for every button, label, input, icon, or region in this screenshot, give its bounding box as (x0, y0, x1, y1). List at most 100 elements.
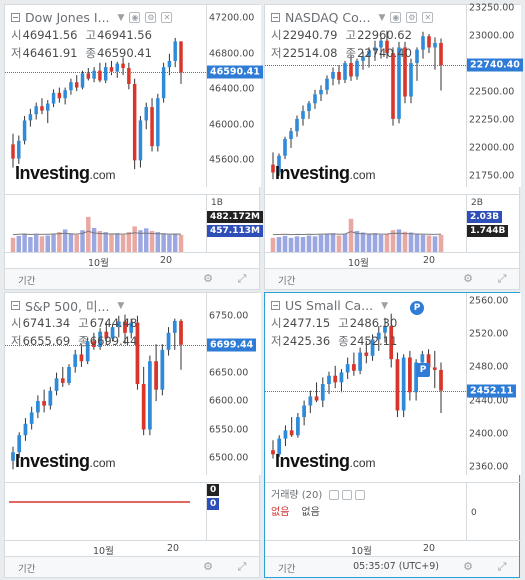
candle-up[interactable] (358, 352, 362, 371)
candle-up[interactable] (23, 423, 28, 436)
candle-up[interactable] (376, 332, 381, 340)
candle-up[interactable] (379, 40, 383, 48)
candle-up[interactable] (46, 103, 50, 111)
price-plot[interactable]: US Small Ca... ▼ 시2477.15 고2486.30 저2425.… (265, 293, 466, 475)
candle-up[interactable] (129, 322, 134, 333)
candle-up[interactable] (161, 67, 166, 99)
candle-up[interactable] (17, 435, 22, 453)
volume-axis[interactable]: 2B 2.03B 1.744B (466, 195, 521, 253)
symbol-name[interactable]: US Small Ca... (285, 298, 374, 313)
candle-up[interactable] (296, 417, 300, 436)
candle-down[interactable] (109, 67, 114, 72)
settings-icon[interactable]: ⚙ (145, 12, 157, 23)
chevron-down-icon[interactable]: ▼ (117, 12, 125, 23)
candle-up[interactable] (319, 89, 323, 95)
candle-down[interactable] (86, 73, 91, 79)
time-axis[interactable]: 10월 20 (5, 252, 261, 269)
candle-up[interactable] (355, 60, 359, 77)
candle-up[interactable] (51, 92, 56, 104)
candle-up[interactable] (277, 155, 281, 173)
candle-up[interactable] (69, 82, 73, 91)
symbol-name[interactable]: S&P 500, 미... (25, 299, 110, 314)
candle-down[interactable] (135, 322, 140, 384)
candle-up[interactable] (73, 354, 78, 367)
volume-pane[interactable]: 1B 482.172M 457.113M (5, 194, 263, 253)
settings-icon[interactable]: ⚙ (463, 272, 473, 285)
candle-down[interactable] (104, 331, 109, 339)
candle-up[interactable] (414, 362, 418, 393)
period-button[interactable]: 기간 (278, 276, 296, 287)
volume-pane[interactable]: 거래량 (20) 없음 없음 0 (265, 482, 521, 541)
candle-down[interactable] (271, 164, 275, 173)
candle-up[interactable] (34, 106, 38, 115)
candle-down[interactable] (333, 375, 338, 383)
candle-down[interactable] (42, 401, 46, 406)
candle-up[interactable] (345, 364, 350, 373)
candle-up[interactable] (383, 326, 387, 333)
fullscreen-icon[interactable]: ⤢ (237, 272, 247, 285)
candle-up[interactable] (29, 412, 34, 424)
eye-icon[interactable] (328, 490, 339, 500)
candle-down[interactable] (74, 82, 79, 88)
candle-up[interactable] (85, 341, 90, 362)
close-icon[interactable]: ✕ (422, 12, 434, 23)
time-axis[interactable]: 10월 20 (265, 252, 521, 269)
candlestick-chart[interactable] (265, 5, 466, 187)
fullscreen-icon[interactable]: ⤢ (237, 560, 247, 573)
candle-up[interactable] (54, 378, 59, 391)
candle-up[interactable] (313, 94, 317, 104)
fullscreen-icon[interactable]: ⤢ (497, 560, 507, 573)
period-button[interactable]: 기간 (18, 276, 36, 287)
candle-down[interactable] (60, 378, 65, 383)
candle-up[interactable] (172, 320, 177, 333)
candle-up[interactable] (401, 357, 406, 411)
close-icon[interactable] (354, 490, 365, 500)
candle-down[interactable] (364, 352, 369, 356)
candle-down[interactable] (141, 384, 146, 430)
price-axis[interactable]: 2560.00 2520.00 2480.00 2440.00 2400.00 2360.… (466, 293, 521, 475)
candle-up[interactable] (370, 339, 375, 356)
candle-up[interactable] (63, 90, 67, 99)
volume-axis[interactable]: 0 (466, 483, 521, 541)
candlestick-chart[interactable] (265, 293, 466, 475)
candle-up[interactable] (327, 375, 331, 384)
settings-icon[interactable]: ⚙ (463, 560, 473, 573)
price-axis[interactable]: 47200.00 46800.00 46400.00 46000.00 45600.00… (206, 5, 263, 187)
candle-up[interactable] (307, 103, 311, 112)
clock[interactable]: 05:35:07 (UTC+9) (353, 561, 439, 572)
candle-up[interactable] (98, 331, 102, 348)
candle-up[interactable] (144, 107, 148, 121)
candle-down[interactable] (439, 369, 443, 391)
candle-down[interactable] (352, 364, 356, 371)
candle-down[interactable] (389, 326, 394, 360)
candle-up[interactable] (343, 63, 347, 80)
candle-up[interactable] (331, 71, 335, 79)
candle-up[interactable] (22, 120, 27, 141)
settings-icon[interactable]: ⚙ (406, 12, 418, 23)
candle-up[interactable] (295, 118, 299, 132)
candle-up[interactable] (339, 372, 344, 383)
eye-icon[interactable]: ◉ (390, 12, 402, 23)
event-marker-icon[interactable]: P (416, 363, 430, 377)
candle-up[interactable] (397, 47, 401, 119)
candle-up[interactable] (103, 67, 108, 81)
close-icon[interactable]: ✕ (161, 12, 173, 23)
candle-down[interactable] (391, 53, 395, 119)
price-plot[interactable]: NASDAQ Co... ▼ ◉ ⚙ ✕ 시22940.79 고22960.62 … (265, 5, 466, 187)
candle-down[interactable] (314, 396, 319, 401)
candle-down[interactable] (57, 92, 62, 99)
settings-icon[interactable]: ⚙ (203, 560, 213, 573)
time-axis[interactable]: 10월 20 (5, 540, 261, 557)
candle-down[interactable] (79, 354, 84, 362)
collapse-icon[interactable] (11, 301, 20, 310)
candle-up[interactable] (301, 111, 305, 119)
candlestick-chart[interactable] (5, 293, 206, 475)
candle-down[interactable] (40, 106, 44, 111)
volume-pane[interactable]: 2B 2.03B 1.744B (265, 194, 521, 253)
candle-up[interactable] (173, 41, 177, 61)
candle-down[interactable] (289, 430, 294, 436)
candle-up[interactable] (148, 361, 152, 430)
candle-up[interactable] (48, 390, 53, 406)
